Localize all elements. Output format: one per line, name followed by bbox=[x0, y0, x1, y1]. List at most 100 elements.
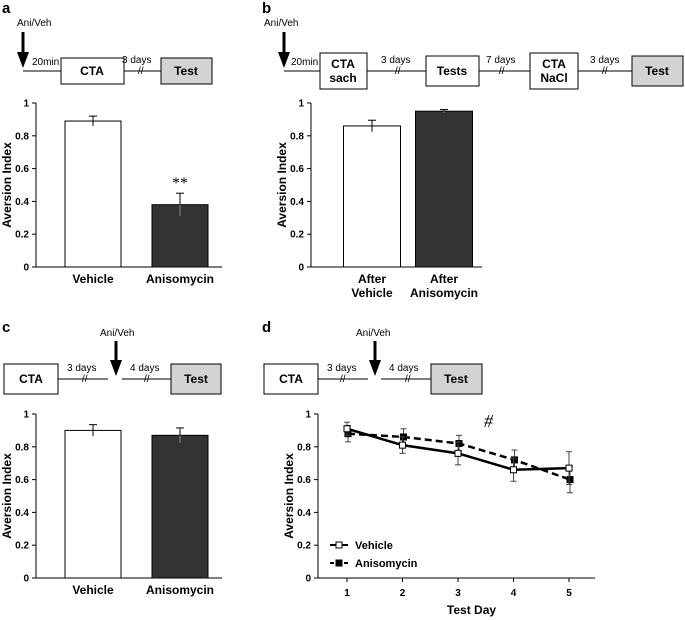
point-marker bbox=[510, 466, 517, 474]
x-tick-label: 4 bbox=[511, 588, 517, 599]
legend-marker bbox=[335, 541, 343, 549]
y-axis-title: Aversion Index bbox=[0, 453, 14, 539]
significance-annotation: ** bbox=[172, 175, 188, 192]
y-tick-label: 0.4 bbox=[290, 197, 304, 208]
interval-label: 20min bbox=[32, 57, 59, 68]
drug-label: Ani/Veh bbox=[17, 18, 51, 29]
y-tick-label: 0 bbox=[305, 574, 311, 585]
drug-label: Ani/Veh bbox=[264, 18, 298, 29]
x-tick-label: 5 bbox=[566, 588, 572, 599]
cta-box bbox=[263, 363, 319, 395]
tests-box-label: Tests bbox=[437, 64, 468, 78]
bar bbox=[151, 434, 209, 579]
break-mark: // bbox=[395, 66, 401, 77]
category-label: Vehicle bbox=[351, 286, 393, 300]
chart-a: 0 0.2 0.4 0.6 0.8 1 Aversion Index Vehicle Aniso… bbox=[0, 99, 222, 286]
point-marker bbox=[454, 449, 462, 457]
break-mark: // bbox=[340, 374, 346, 385]
y-tick-label: 0.6 bbox=[290, 164, 304, 175]
y-tick-label: 0.6 bbox=[15, 475, 29, 486]
y-tick-label: 1 bbox=[23, 410, 29, 421]
point-marker bbox=[455, 440, 463, 448]
cta-sach-box-label-1: CTA bbox=[331, 57, 355, 71]
y-tick-label: 0 bbox=[23, 263, 29, 274]
cta-box-label: CTA bbox=[19, 372, 43, 386]
category-label: Vehicle bbox=[72, 272, 114, 286]
y-axis-title: Aversion Index bbox=[275, 142, 289, 228]
interval-label: 4 days bbox=[130, 363, 159, 374]
point-marker bbox=[343, 425, 351, 433]
injection-arrow-icon bbox=[278, 32, 290, 68]
y-tick-label: 0.2 bbox=[290, 230, 304, 241]
tests-box bbox=[425, 55, 480, 87]
test-box bbox=[430, 363, 483, 395]
panel-b-label: b bbox=[262, 0, 271, 17]
cta-sach-box bbox=[319, 52, 368, 90]
cta-box-label: CTA bbox=[80, 64, 104, 78]
interval-label: 3 days bbox=[327, 363, 356, 374]
y-tick-label: 0.4 bbox=[15, 197, 29, 208]
x-tick-label: 3 bbox=[455, 588, 461, 599]
y-tick-label: 0.2 bbox=[15, 541, 29, 552]
y-tick-label: 1 bbox=[23, 99, 29, 110]
bar bbox=[343, 125, 401, 268]
test-box bbox=[170, 363, 222, 395]
drug-label: Ani/Veh bbox=[100, 328, 134, 339]
test-box-label: Test bbox=[645, 64, 669, 78]
panel-a-label: a bbox=[2, 0, 11, 17]
test-box-label: Test bbox=[184, 372, 208, 386]
x-tick-label: 1 bbox=[344, 588, 350, 599]
x-axis-title: Test Day bbox=[447, 603, 496, 617]
panel-c-label: c bbox=[2, 319, 10, 336]
interval-label: 3 days bbox=[67, 363, 96, 374]
bar bbox=[64, 429, 122, 579]
y-tick-label: 0.8 bbox=[15, 442, 29, 453]
panel-d-protocol: d CTA 3 days // Ani/Veh 4 days // Test bbox=[262, 319, 483, 395]
test-box bbox=[631, 55, 684, 87]
break-mark: // bbox=[82, 374, 88, 385]
point-marker bbox=[566, 476, 574, 484]
y-tick-label: 1 bbox=[298, 99, 304, 110]
injection-arrow-icon bbox=[17, 32, 29, 68]
y-tick-label: 0.4 bbox=[15, 508, 29, 519]
break-mark: // bbox=[405, 374, 411, 385]
break-mark: // bbox=[499, 66, 505, 77]
interval-label: 4 days bbox=[389, 363, 418, 374]
legend-marker bbox=[335, 559, 343, 567]
chart-d: 0 0.2 0.4 0.6 0.8 1 Aversion Index 1 2 3 4 5 Test Da… bbox=[282, 410, 595, 617]
point-marker bbox=[511, 456, 518, 464]
legend-label: Anisomycin bbox=[355, 558, 418, 570]
cta-box bbox=[3, 363, 59, 395]
break-mark: // bbox=[138, 66, 144, 77]
injection-arrow-icon bbox=[110, 341, 122, 376]
y-tick-label: 0.8 bbox=[290, 131, 304, 142]
y-tick-label: 0.2 bbox=[297, 541, 311, 552]
y-tick-label: 0 bbox=[23, 574, 29, 585]
break-mark: // bbox=[602, 66, 608, 77]
interval-label: 20min bbox=[291, 57, 318, 68]
interval-label: 3 days bbox=[381, 55, 410, 66]
cta-nacl-box-label-2: NaCl bbox=[540, 71, 567, 85]
significance-annotation: # bbox=[484, 411, 494, 431]
category-label: Vehicle bbox=[72, 583, 114, 597]
y-tick-label: 1 bbox=[305, 410, 311, 421]
test-box bbox=[160, 57, 213, 85]
panel-a-protocol: a Ani/Veh 20min CTA 3 days // Test bbox=[2, 0, 213, 85]
cta-box-label: CTA bbox=[279, 372, 303, 386]
panel-d-label: d bbox=[262, 319, 271, 336]
panel-b-protocol: b Ani/Veh 20min CTA sach 3 days // Tests… bbox=[262, 0, 684, 90]
bar bbox=[415, 110, 473, 268]
legend-label: Vehicle bbox=[355, 540, 393, 552]
category-label: After bbox=[430, 272, 458, 286]
y-axis-title: Aversion Index bbox=[0, 142, 14, 228]
y-tick-label: 0.6 bbox=[297, 475, 311, 486]
y-axis-title: Aversion Index bbox=[282, 453, 296, 539]
point-marker bbox=[399, 441, 406, 449]
test-box-label: Test bbox=[444, 372, 468, 386]
category-label: Anisomycin bbox=[410, 286, 478, 300]
break-mark: // bbox=[144, 374, 150, 385]
injection-arrow-icon bbox=[369, 341, 381, 376]
cta-sach-box-label-2: sach bbox=[329, 71, 356, 85]
category-label: After bbox=[358, 272, 386, 286]
